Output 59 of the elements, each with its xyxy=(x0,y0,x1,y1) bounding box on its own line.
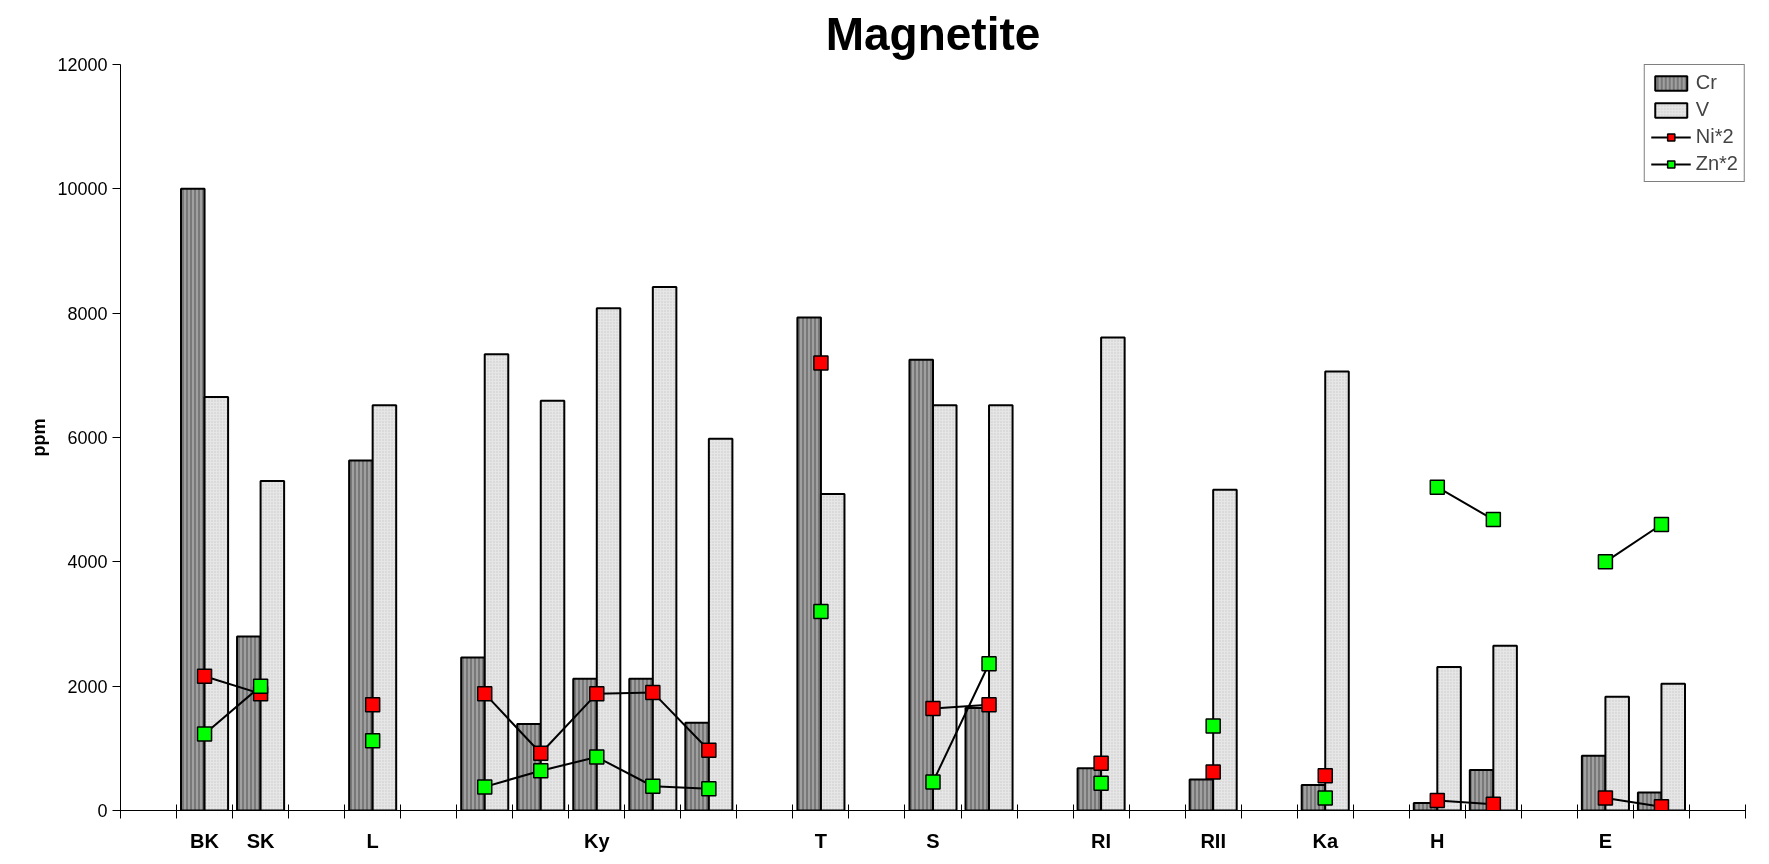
point xyxy=(1093,755,1109,771)
point xyxy=(1653,799,1670,811)
x-tick-label: Ka xyxy=(1312,829,1339,852)
point xyxy=(1597,790,1614,806)
point xyxy=(645,684,661,701)
x-tick-label: S xyxy=(926,829,940,852)
x-tick-label: RII xyxy=(1200,829,1226,852)
point xyxy=(1429,479,1446,495)
point xyxy=(813,355,829,371)
x-tick-label: Ky xyxy=(584,829,611,852)
point xyxy=(252,678,269,694)
point xyxy=(981,656,997,672)
y-axis-title: ppm xyxy=(29,418,50,457)
point xyxy=(196,668,213,684)
point xyxy=(476,779,493,795)
point xyxy=(533,745,549,762)
point xyxy=(1485,796,1502,811)
point xyxy=(925,700,941,717)
point xyxy=(1317,767,1333,784)
point xyxy=(645,778,661,795)
point xyxy=(1429,792,1446,809)
chart-title: Magnetite xyxy=(825,7,1041,60)
x-tick-label: E xyxy=(1598,829,1613,852)
point xyxy=(1093,775,1109,791)
point xyxy=(1653,516,1670,533)
legend-label: Cr xyxy=(1695,71,1717,94)
legend-label: Ni*2 xyxy=(1695,125,1734,148)
point xyxy=(1317,790,1333,806)
legend-label: Zn*2 xyxy=(1695,152,1738,175)
point xyxy=(1205,718,1221,734)
point xyxy=(925,774,941,790)
point xyxy=(1485,511,1502,528)
x-tick-label: L xyxy=(366,829,379,852)
point xyxy=(1597,554,1614,570)
y-tick-label: 6000 xyxy=(67,428,108,448)
point xyxy=(981,697,997,713)
point xyxy=(196,726,213,742)
y-tick-label: 10000 xyxy=(57,179,108,200)
point xyxy=(364,733,381,749)
point xyxy=(476,685,493,702)
y-tick-label: 12000 xyxy=(57,55,108,75)
point xyxy=(701,780,717,797)
x-tick-label: SK xyxy=(246,829,276,852)
point xyxy=(701,742,717,758)
x-tick-label: RI xyxy=(1091,829,1112,852)
point xyxy=(533,762,549,779)
y-tick-label: 8000 xyxy=(67,303,108,324)
y-tick-label: 0 xyxy=(97,801,108,821)
point xyxy=(813,603,829,620)
y-tick-label: 4000 xyxy=(67,552,108,573)
point xyxy=(364,697,381,713)
legend-label: V xyxy=(1695,98,1711,121)
y-tick-label: 2000 xyxy=(67,676,108,697)
x-tick-label: T xyxy=(814,829,828,852)
point xyxy=(589,685,605,702)
x-tick-label: BK xyxy=(190,829,220,852)
point xyxy=(589,749,605,765)
x-tick-label: H xyxy=(1430,829,1445,852)
point xyxy=(1205,764,1221,780)
